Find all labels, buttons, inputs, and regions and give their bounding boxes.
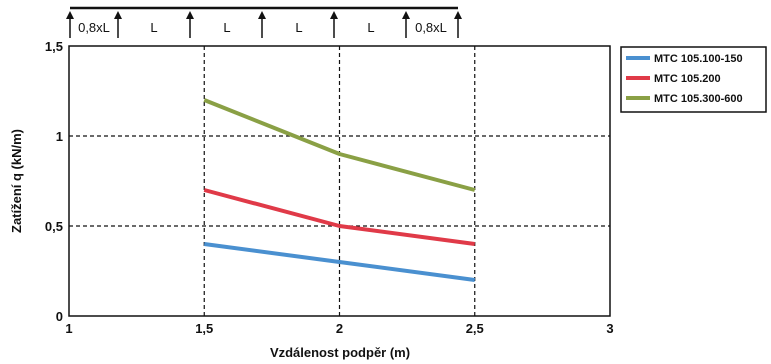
legend-label-1: MTC 105.100-150 — [654, 53, 743, 65]
series-line-2 — [203, 188, 476, 246]
beam-label-span-1: 0,8xL — [78, 20, 110, 35]
y-tick-label-1: 0 — [56, 309, 63, 324]
support-arrow-icon — [186, 11, 194, 19]
y-axis-title: Zatížení q (kN/m) — [9, 129, 24, 233]
support-arrow-icon — [454, 11, 462, 19]
beam-label-span-3: L — [223, 20, 230, 35]
y-tick-label-3: 1 — [56, 129, 63, 144]
legend-label-3: MTC 105.300-600 — [654, 93, 743, 105]
support-arrow-icon — [66, 11, 74, 19]
grid-lines — [69, 46, 610, 316]
x-tick-label-5: 3 — [606, 321, 613, 336]
legend: MTC 105.100-150 MTC 105.200 MTC 105.300-60… — [620, 46, 767, 113]
beam-diagram: 0,8xL L L L L 0,8xL — [66, 6, 462, 38]
series-lines — [203, 98, 476, 282]
beam-labels: 0,8xL L L L L 0,8xL — [78, 20, 447, 35]
legend-items: MTC 105.100-150 MTC 105.200 MTC 105.300-60… — [626, 53, 743, 105]
support-arrow-icon — [258, 11, 266, 19]
support-arrow-icon — [330, 11, 338, 19]
support-arrow-icon — [402, 11, 410, 19]
series-line-3 — [203, 98, 476, 192]
legend-label-2: MTC 105.200 — [654, 73, 721, 85]
x-tick-label-1: 1 — [65, 321, 72, 336]
x-tick-label-4: 2,5 — [466, 321, 484, 336]
x-tick-label-3: 2 — [336, 321, 343, 336]
y-tick-label-2: 0,5 — [45, 219, 63, 234]
beam-label-span-5: L — [367, 20, 374, 35]
y-tick-labels: 0 0,5 1 1,5 — [45, 39, 63, 324]
beam-label-span-4: L — [295, 20, 302, 35]
series-line-1 — [203, 242, 476, 282]
x-tick-label-2: 1,5 — [195, 321, 213, 336]
x-tick-labels: 1 1,5 2 2,5 3 — [65, 321, 613, 336]
y-tick-label-4: 1,5 — [45, 39, 63, 54]
beam-label-span-2: L — [150, 20, 157, 35]
support-arrow-icon — [114, 11, 122, 19]
beam-label-span-6: 0,8xL — [415, 20, 447, 35]
x-axis-title: Vzdálenost podpěr (m) — [270, 345, 410, 360]
beam-supports — [66, 11, 462, 38]
